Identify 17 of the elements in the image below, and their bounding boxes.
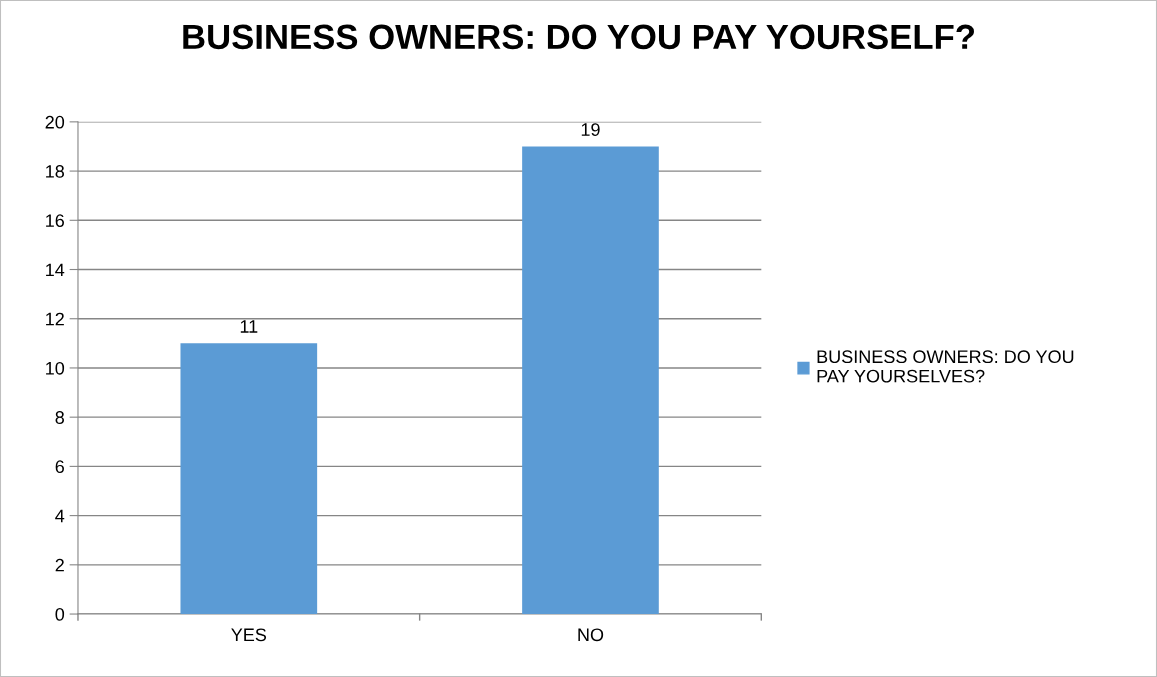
y-tick-label: 0 xyxy=(55,607,65,621)
data-label: 19 xyxy=(581,123,600,136)
y-tick-label: 2 xyxy=(55,558,64,572)
chart-title: BUSINESS OWNERS: DO YOU PAY YOURSELF? xyxy=(183,24,974,50)
y-tick-label: 8 xyxy=(55,411,64,424)
x-tick-label: NO xyxy=(578,628,604,642)
y-tick-label: 18 xyxy=(46,165,64,178)
y-tick-label: 6 xyxy=(55,460,64,474)
y-tick-label: 20 xyxy=(45,115,65,129)
y-tick-label: 16 xyxy=(46,214,64,228)
data-label: 11 xyxy=(240,320,258,333)
y-tick-label: 14 xyxy=(46,263,65,277)
y-tick-label: 4 xyxy=(55,509,65,523)
legend-label: BUSINESS OWNERS: DO YOU PAY YOURSELVES? xyxy=(817,350,1074,383)
x-tick-label: YES xyxy=(231,628,267,642)
y-tick-label: 10 xyxy=(46,361,65,375)
y-tick-label: 12 xyxy=(46,312,64,326)
